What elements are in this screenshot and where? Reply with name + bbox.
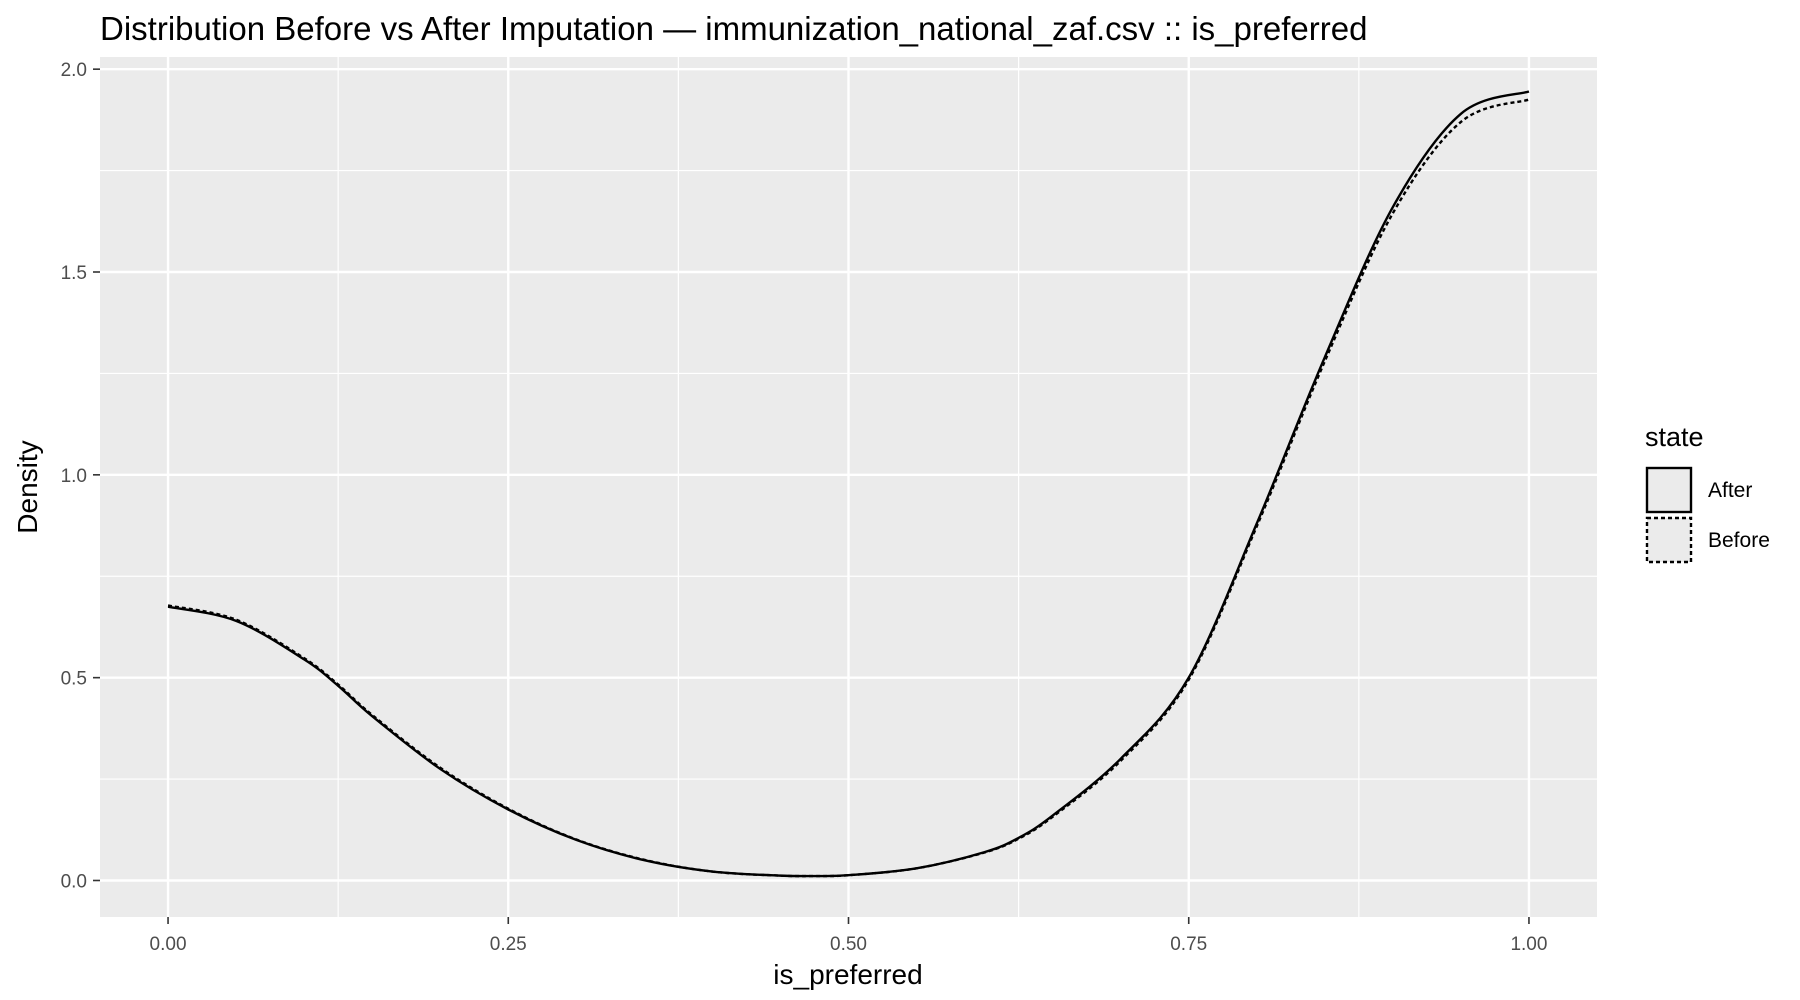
x-axis: 0.00 0.25 0.50 0.75 1.00 xyxy=(150,917,1547,955)
legend-label-before: Before xyxy=(1708,529,1770,552)
series-lines xyxy=(167,90,1530,878)
x-tick-label: 1.00 xyxy=(1510,934,1547,955)
legend-key-before xyxy=(1645,516,1693,564)
x-tick-label: 0.00 xyxy=(150,934,187,955)
y-axis-title: Density xyxy=(12,440,43,533)
series-line-after xyxy=(167,90,1530,878)
chart-title: Distribution Before vs After Imputation … xyxy=(100,10,1367,47)
x-tick-label: 0.25 xyxy=(490,934,527,955)
y-tick-label: 0.5 xyxy=(61,669,87,690)
y-tick-label: 2.0 xyxy=(61,60,87,81)
x-tick-label: 0.75 xyxy=(1170,934,1207,955)
x-tick-label: 0.50 xyxy=(830,934,867,955)
y-tick-label: 1.0 xyxy=(61,466,87,487)
legend-label-after: After xyxy=(1708,479,1752,502)
y-tick-label: 0.0 xyxy=(61,871,87,892)
legend: state After Before xyxy=(1645,422,1770,564)
major-gridlines xyxy=(100,57,1597,917)
y-tick-label: 1.5 xyxy=(61,263,87,284)
legend-key-after xyxy=(1645,466,1693,514)
legend-title: state xyxy=(1645,422,1704,452)
x-axis-title: is_preferred xyxy=(773,959,922,990)
y-axis: 0.0 0.5 1.0 1.5 2.0 xyxy=(61,60,100,892)
